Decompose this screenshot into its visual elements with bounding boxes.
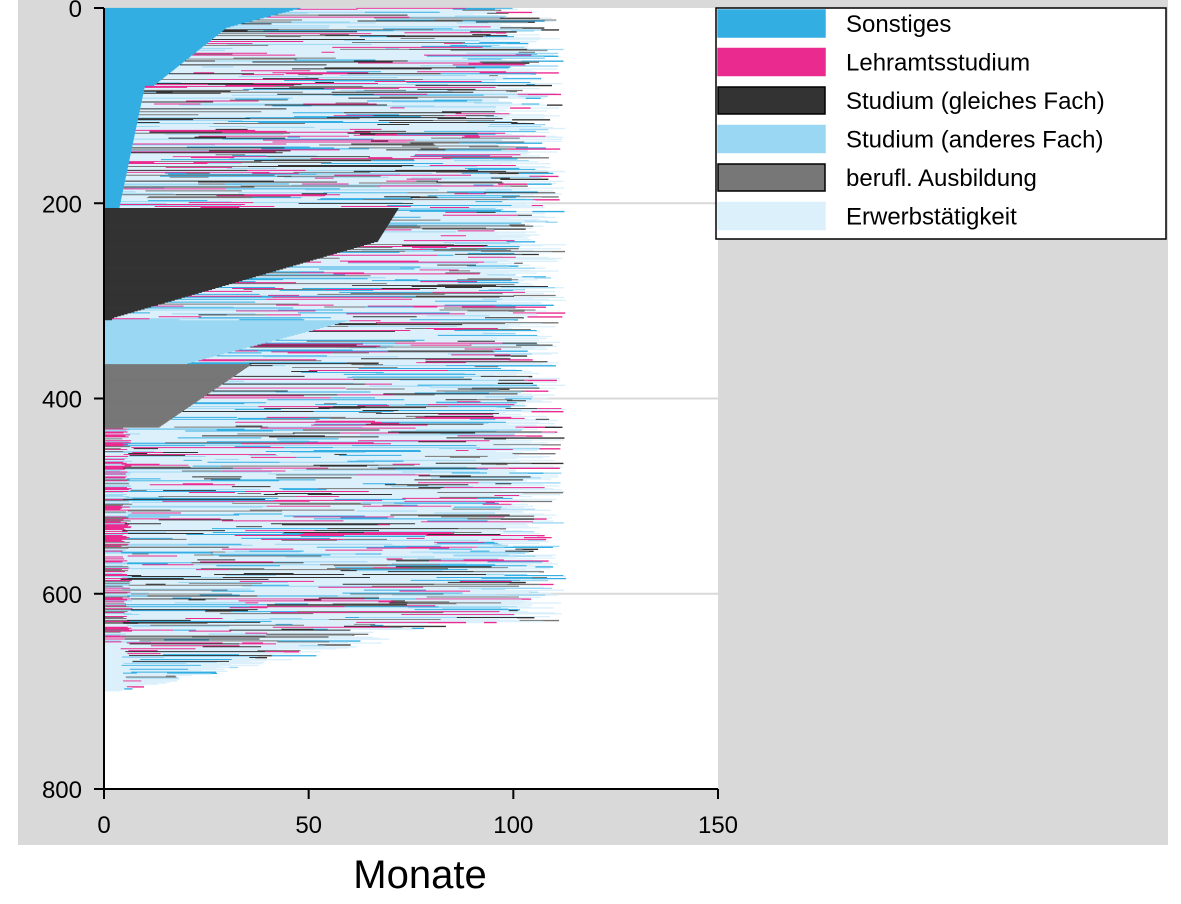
legend-box [715,7,1167,240]
y-tick-label: 400 [42,387,82,414]
x-axis-ticks: 0 50 100 150 [97,789,738,839]
legend-swatch [717,163,826,192]
legend-label: Studium (gleiches Fach) [846,88,1105,115]
legend-label: Lehramtsstudium [846,50,1030,77]
legend: Sonstiges Lehramtsstudium Studium (gleiche… [715,7,1167,240]
x-axis-label: Monate [353,853,486,897]
legend-label: Studium (anderes Fach) [846,127,1103,154]
x-tick-label: 50 [295,812,322,839]
legend-swatch [717,9,826,38]
legend-swatch [717,86,826,115]
y-axis-ticks: 0 200 400 600 800 [42,0,104,804]
legend-label: Sonstiges [846,11,951,38]
x-tick-label: 0 [97,812,110,839]
y-tick-label: 200 [42,191,82,218]
legend-swatch [717,201,826,231]
legend-swatch [717,47,826,77]
x-tick-label: 100 [493,812,533,839]
x-tick-label: 150 [698,812,738,839]
y-tick-label: 800 [42,777,82,804]
y-tick-label: 600 [42,582,82,609]
sequence-lines [104,7,567,692]
y-tick-label: 0 [69,0,82,23]
legend-swatch [717,124,826,154]
legend-label: Erwerbstätigkeit [846,204,1017,231]
legend-label: berufl. Ausbildung [846,165,1037,192]
